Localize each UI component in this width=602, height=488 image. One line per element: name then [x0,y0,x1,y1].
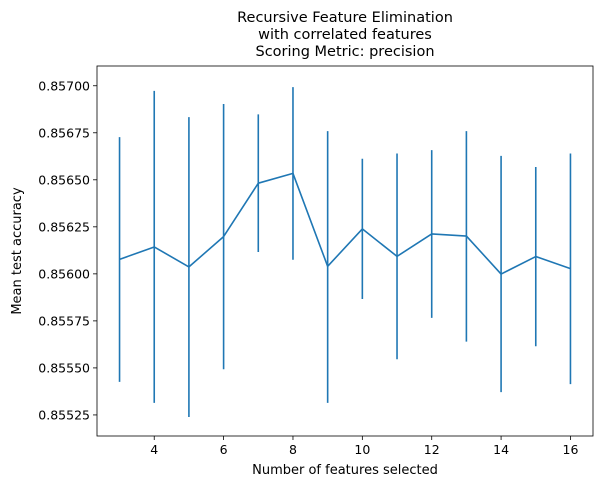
x-axis-ticks: 4 6 8 10 12 14 16 [150,436,578,457]
y-axis-label: Mean test accuracy [10,187,25,315]
chart-title-line: with correlated features [258,27,432,43]
y-tick-label: 0.85550 [38,360,90,375]
chart-title-line: Scoring Metric: precision [255,44,434,60]
y-tick-label: 0.85650 [38,172,90,187]
y-tick-label: 0.85700 [38,78,90,93]
x-tick-label: 16 [563,442,579,457]
x-tick-label: 10 [354,442,370,457]
y-tick-label: 0.85525 [38,407,90,422]
error-bars [118,87,572,418]
x-tick-label: 14 [493,442,509,457]
x-axis-label: Number of features selected [252,463,438,478]
y-axis-ticks: 0.85525 0.85550 0.85575 0.85600 0.85625 0.856… [38,78,97,422]
y-tick-label: 0.85625 [38,219,90,234]
chart-title-line: Recursive Feature Elimination [237,10,453,26]
x-tick-label: 12 [424,442,440,457]
y-tick-label: 0.85575 [38,313,90,328]
x-tick-label: 8 [289,442,297,457]
x-tick-label: 4 [150,442,158,457]
series-line [119,172,571,275]
y-tick-label: 0.85600 [38,266,90,281]
plot-frame [96,65,594,437]
y-tick-label: 0.85675 [38,125,90,140]
x-tick-label: 6 [220,442,228,457]
